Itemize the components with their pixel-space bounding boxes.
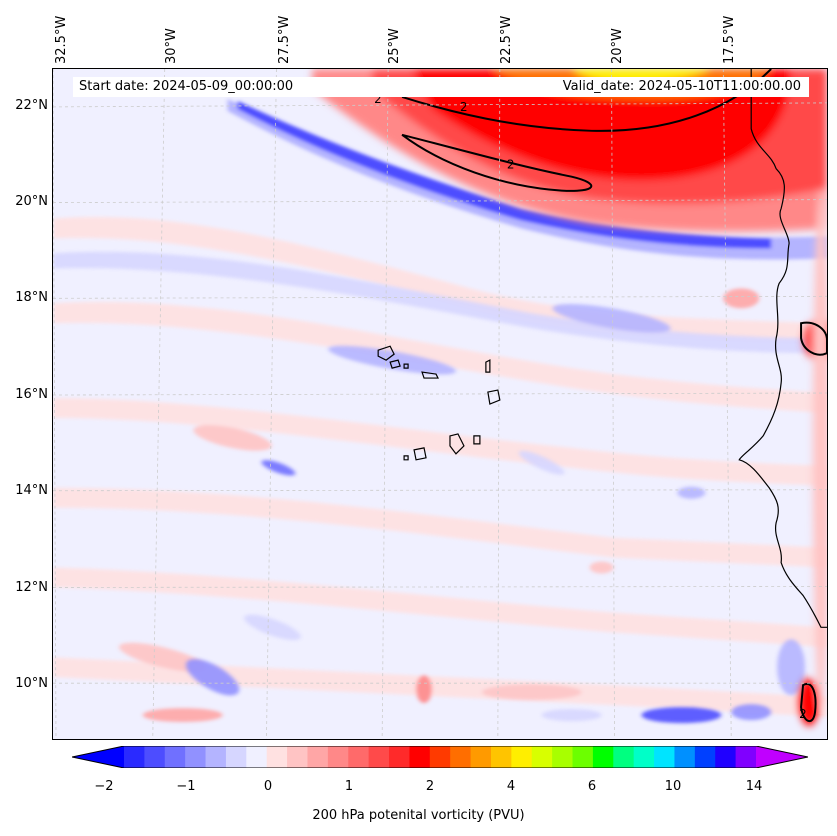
colorbar-segment [654, 746, 675, 768]
colorbar-segment [246, 746, 268, 768]
map-gridlines [53, 69, 827, 739]
pv-weak-negative-streaks [53, 251, 827, 724]
colorbar-segment [389, 746, 410, 768]
colorbar-segment [429, 746, 451, 768]
colorbar-tick-label: 14 [745, 779, 763, 794]
colorbar-segment [368, 746, 390, 768]
lat-label-20n: 20°N [15, 194, 48, 209]
lon-label-27-5w: 27.5°W [277, 15, 292, 64]
colorbar-segment [531, 746, 553, 768]
pv-contour-2 [401, 69, 827, 723]
colorbar-tick-label: 6 [587, 779, 597, 794]
colorbar-tick-label: −1 [176, 779, 196, 794]
colorbar-segment [592, 746, 614, 768]
colorbar-segment [450, 746, 472, 768]
colorbar-segment [327, 746, 349, 768]
colorbar-segment [307, 746, 329, 768]
colorbar-extend-max [756, 746, 808, 768]
colorbar-segment [490, 746, 512, 768]
lat-label-18n: 18°N [15, 290, 48, 305]
lat-label-22n: 22°N [15, 98, 48, 113]
colorbar-segment [144, 746, 166, 768]
contour-label: 2 [460, 100, 468, 114]
colorbar-segment [613, 746, 635, 768]
colorbar-segment [511, 746, 533, 768]
colorbar-segment [694, 746, 716, 768]
colorbar-segment [287, 746, 308, 768]
lon-label-32-5w: 32.5°W [54, 15, 69, 64]
colorbar-tick-label: −2 [94, 779, 114, 794]
colorbar-segment [225, 746, 247, 768]
colorbar-segment [348, 746, 370, 768]
colorbar-segment [124, 746, 145, 768]
contour-label: 2 [507, 158, 515, 172]
lon-label-25w: 25°W [387, 28, 402, 64]
lon-label-30w: 30°W [164, 28, 179, 64]
colorbar-segment [266, 746, 288, 768]
lat-label-10n: 10°N [15, 676, 48, 691]
colorbar-segment [572, 746, 594, 768]
colorbar-segment [470, 746, 492, 768]
colorbar [72, 746, 808, 768]
colorbar-segment [715, 746, 737, 768]
colorbar-segment [552, 746, 574, 768]
colorbar-segment [205, 746, 227, 768]
map-info-banner: Start date: 2024-05-09_00:00:00 Valid_da… [73, 77, 809, 97]
colorbar-label: 200 hPa potenital vorticity (PVU) [312, 808, 525, 823]
colorbar-segment [409, 746, 431, 768]
lat-label-16n: 16°N [15, 387, 48, 402]
pv-negative-band [227, 98, 827, 260]
lon-label-20w: 20°W [610, 28, 625, 64]
colorbar-segment [164, 746, 186, 768]
lon-label-22-5w: 22.5°W [499, 15, 514, 64]
pv-weak-positive-streaks [53, 216, 827, 723]
contour-label: 2 [799, 707, 807, 721]
africa-coastline [738, 69, 827, 628]
colorbar-tick-label: 4 [506, 779, 516, 794]
colorbar-segment [185, 746, 207, 768]
cape-verde-islands [377, 345, 501, 461]
colorbar-tick-label: 0 [263, 779, 273, 794]
lon-label-17-5w: 17.5°W [722, 15, 737, 64]
colorbar-extend-min [72, 746, 124, 768]
lat-label-14n: 14°N [15, 483, 48, 498]
colorbar-tick-label: 1 [344, 779, 354, 794]
contour-label: 2 [374, 92, 382, 106]
start-date-label: Start date: 2024-05-09_00:00:00 [79, 79, 294, 94]
pv-field-map: 2 2 2 2 [53, 69, 827, 739]
map-panel: 2 2 2 2 [52, 68, 828, 740]
colorbar-segment [633, 746, 655, 768]
colorbar-tick-label: 2 [425, 779, 435, 794]
valid-date-label: Valid_date: 2024-05-10T11:00:00.00 [562, 79, 801, 94]
colorbar-tick-label: 10 [664, 779, 682, 794]
lat-label-12n: 12°N [15, 580, 48, 595]
colorbar-segment [674, 746, 696, 768]
colorbar-segment [735, 746, 757, 768]
